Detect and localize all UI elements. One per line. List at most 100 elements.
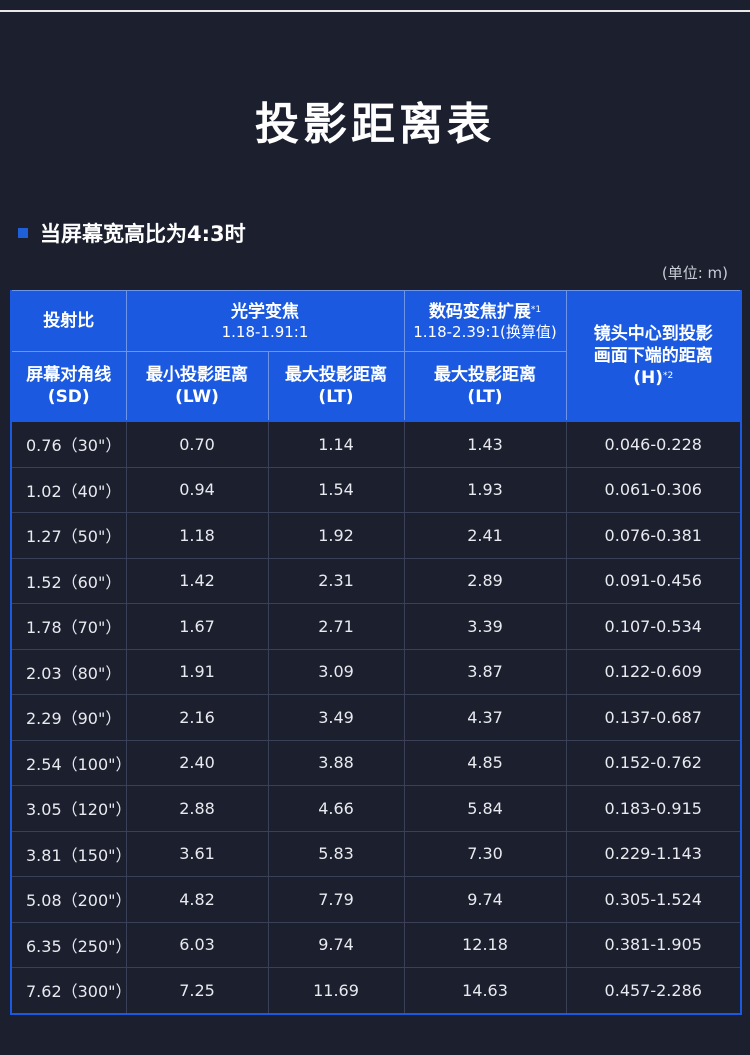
table-row: 1.27（50"） 1.18 1.92 2.41 0.076-0.381 bbox=[10, 512, 742, 559]
cell-lens-height: 0.137-0.687 bbox=[565, 694, 742, 741]
header-digital-max-distance-label: 最大投影距离 bbox=[434, 365, 536, 385]
cell-screen-diagonal: 2.03（80"） bbox=[10, 648, 127, 695]
cell-screen-diagonal: 3.81（150"） bbox=[10, 830, 132, 877]
cell-lens-height: 0.091-0.456 bbox=[565, 557, 742, 604]
header-max-distance-abbr: (LT) bbox=[318, 387, 354, 407]
cell-screen-diagonal: 2.29（90"） bbox=[10, 694, 127, 741]
cell-lens-height: 0.107-0.534 bbox=[565, 603, 742, 650]
header-min-distance-label: 最小投影距离 bbox=[146, 365, 248, 385]
cell-lens-height: 0.046-0.228 bbox=[565, 420, 742, 468]
header-screen-diagonal-abbr: (SD) bbox=[47, 387, 90, 407]
cell-max-distance: 3.49 bbox=[267, 694, 405, 741]
cell-max-distance: 11.69 bbox=[267, 967, 405, 1014]
table-row: 3.05（120"） 2.88 4.66 5.84 0.183-0.915 bbox=[10, 785, 742, 832]
header-digital-zoom: 数码变焦扩展*1 1.18-2.39:1(换算值) bbox=[403, 290, 567, 352]
cell-min-distance: 0.70 bbox=[125, 420, 269, 468]
cell-min-distance: 1.18 bbox=[125, 512, 269, 559]
table-row: 5.08（200"） 4.82 7.79 9.74 0.305-1.524 bbox=[10, 876, 742, 923]
cell-screen-diagonal: 0.76（30"） bbox=[10, 420, 127, 468]
projection-distance-table: 投射比 光学变焦 1.18-1.91:1 数码变焦扩展*1 1.18-2.39:… bbox=[10, 290, 742, 1015]
cell-screen-diagonal: 1.27（50"） bbox=[10, 512, 127, 559]
header-screen-diagonal-label: 屏幕对角线 bbox=[26, 365, 112, 385]
cell-digital-max-distance: 7.30 bbox=[403, 830, 567, 877]
cell-min-distance: 0.94 bbox=[125, 466, 269, 513]
cell-max-distance: 3.09 bbox=[267, 648, 405, 695]
cell-max-distance: 2.31 bbox=[267, 557, 405, 604]
cell-screen-diagonal: 5.08（200"） bbox=[10, 876, 132, 923]
top-divider bbox=[0, 10, 750, 12]
cell-screen-diagonal: 3.05（120"） bbox=[10, 785, 132, 832]
cell-lens-height: 0.229-1.143 bbox=[565, 830, 742, 877]
table-row: 7.62（300"） 7.25 11.69 14.63 0.457-2.286 bbox=[10, 967, 742, 1014]
cell-screen-diagonal: 1.52（60"） bbox=[10, 557, 127, 604]
header-min-distance: 最小投影距离 (LW) bbox=[125, 351, 269, 422]
header-throw-ratio: 投射比 bbox=[10, 290, 127, 352]
header-min-distance-abbr: (LW) bbox=[175, 387, 219, 407]
header-max-distance: 最大投影距离 (LT) bbox=[267, 351, 405, 422]
cell-digital-max-distance: 9.74 bbox=[403, 876, 567, 923]
cell-digital-max-distance: 5.84 bbox=[403, 785, 567, 832]
cell-min-distance: 1.42 bbox=[125, 557, 269, 604]
cell-max-distance: 5.83 bbox=[267, 830, 405, 877]
header-screen-diagonal: 屏幕对角线 (SD) bbox=[10, 351, 127, 422]
header-digital-max-distance: 最大投影距离 (LT) bbox=[403, 351, 567, 422]
cell-lens-height: 0.183-0.915 bbox=[565, 785, 742, 832]
table-row: 0.76（30"） 0.70 1.14 1.43 0.046-0.228 bbox=[10, 420, 742, 468]
cell-max-distance: 3.88 bbox=[267, 739, 405, 786]
cell-digital-max-distance: 1.43 bbox=[403, 420, 567, 468]
cell-max-distance: 1.92 bbox=[267, 512, 405, 559]
cell-screen-diagonal: 1.78（70"） bbox=[10, 603, 127, 650]
header-max-distance-label: 最大投影距离 bbox=[285, 365, 387, 385]
header-optical-zoom: 光学变焦 1.18-1.91:1 bbox=[125, 290, 405, 352]
cell-digital-max-distance: 12.18 bbox=[403, 921, 567, 968]
cell-min-distance: 6.03 bbox=[125, 921, 269, 968]
footnote-marker: *1 bbox=[530, 305, 542, 315]
cell-digital-max-distance: 2.41 bbox=[403, 512, 567, 559]
cell-screen-diagonal: 6.35（250"） bbox=[10, 921, 132, 968]
header-lens-height-line1: 镜头中心到投影 bbox=[593, 323, 713, 344]
cell-min-distance: 2.40 bbox=[125, 739, 269, 786]
cell-digital-max-distance: 1.93 bbox=[403, 466, 567, 513]
header-digital-max-distance-abbr: (LT) bbox=[467, 387, 503, 407]
cell-max-distance: 7.79 bbox=[267, 876, 405, 923]
cell-screen-diagonal: 1.02（40"） bbox=[10, 466, 127, 513]
cell-lens-height: 0.457-2.286 bbox=[565, 967, 742, 1014]
cell-max-distance: 4.66 bbox=[267, 785, 405, 832]
table-row: 2.29（90"） 2.16 3.49 4.37 0.137-0.687 bbox=[10, 694, 742, 741]
section-heading: 当屏幕宽高比为4:3时 bbox=[18, 218, 246, 248]
cell-lens-height: 0.305-1.524 bbox=[565, 876, 742, 923]
header-digital-zoom-label: 数码变焦扩展 bbox=[428, 302, 531, 322]
header-digital-zoom-range: 1.18-2.39:1(换算值) bbox=[413, 323, 557, 341]
cell-lens-height: 0.152-0.762 bbox=[565, 739, 742, 786]
cell-min-distance: 1.67 bbox=[125, 603, 269, 650]
footnote-marker: *2 bbox=[663, 370, 674, 381]
table-row: 1.52（60"） 1.42 2.31 2.89 0.091-0.456 bbox=[10, 557, 742, 604]
cell-lens-height: 0.122-0.609 bbox=[565, 648, 742, 695]
cell-screen-diagonal: 7.62（300"） bbox=[10, 967, 132, 1014]
cell-digital-max-distance: 3.87 bbox=[403, 648, 567, 695]
cell-digital-max-distance: 3.39 bbox=[403, 603, 567, 650]
cell-max-distance: 1.14 bbox=[267, 420, 405, 468]
cell-screen-diagonal: 2.54（100"） bbox=[10, 739, 132, 786]
page-title: 投影距离表 bbox=[255, 99, 495, 150]
section-title: 当屏幕宽高比为4:3时 bbox=[40, 222, 246, 246]
cell-min-distance: 3.61 bbox=[125, 830, 269, 877]
header-lens-height: 镜头中心到投影 画面下端的距离 (H)*2 bbox=[565, 290, 742, 422]
header-optical-zoom-range: 1.18-1.91:1 bbox=[221, 323, 309, 341]
cell-max-distance: 2.71 bbox=[267, 603, 405, 650]
header-lens-height-line2: 画面下端的距离 bbox=[593, 345, 713, 366]
table-row: 6.35（250"） 6.03 9.74 12.18 0.381-1.905 bbox=[10, 921, 742, 968]
table-row: 1.02（40"） 0.94 1.54 1.93 0.061-0.306 bbox=[10, 466, 742, 513]
cell-min-distance: 1.91 bbox=[125, 648, 269, 695]
cell-digital-max-distance: 4.85 bbox=[403, 739, 567, 786]
header-optical-zoom-label: 光学变焦 bbox=[231, 302, 299, 322]
table-row: 2.03（80"） 1.91 3.09 3.87 0.122-0.609 bbox=[10, 648, 742, 695]
header-lens-height-line3: (H) bbox=[633, 367, 664, 388]
square-bullet-icon bbox=[18, 228, 28, 238]
table-row: 3.81（150"） 3.61 5.83 7.30 0.229-1.143 bbox=[10, 830, 742, 877]
cell-digital-max-distance: 14.63 bbox=[403, 967, 567, 1014]
table-row: 2.54（100"） 2.40 3.88 4.85 0.152-0.762 bbox=[10, 739, 742, 786]
cell-lens-height: 0.076-0.381 bbox=[565, 512, 742, 559]
cell-lens-height: 0.061-0.306 bbox=[565, 466, 742, 513]
cell-min-distance: 2.88 bbox=[125, 785, 269, 832]
